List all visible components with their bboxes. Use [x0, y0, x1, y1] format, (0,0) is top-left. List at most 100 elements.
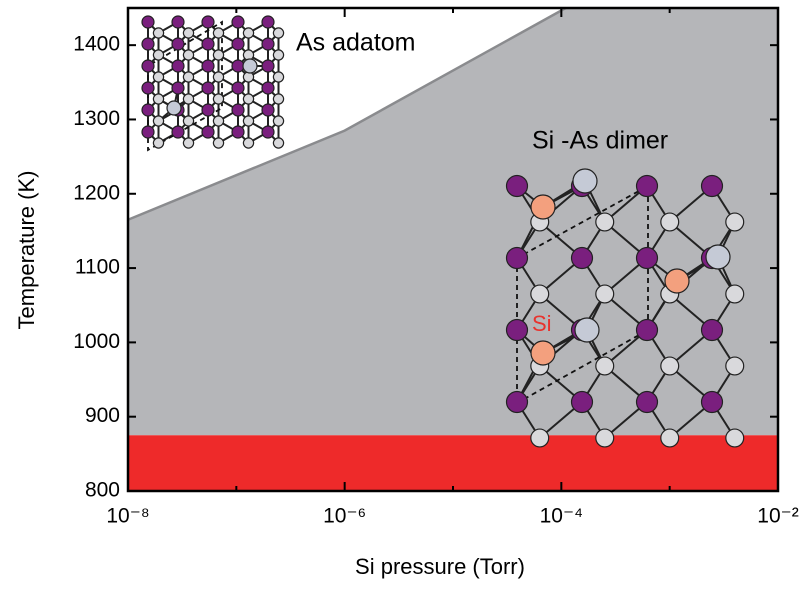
atom: [172, 82, 184, 94]
atom: [531, 285, 549, 303]
atom: [706, 245, 730, 269]
x-axis-label: Si pressure (Torr): [355, 554, 525, 579]
atom: [172, 16, 184, 28]
y-tick-label: 900: [85, 404, 120, 427]
annotation: Si -As dimer: [532, 127, 668, 155]
atom: [172, 126, 184, 138]
atom: [172, 38, 184, 50]
atom: [243, 94, 253, 104]
atom: [142, 16, 154, 28]
atom: [153, 138, 163, 148]
atom: [243, 116, 253, 126]
atom: [262, 60, 274, 72]
atom: [702, 320, 723, 341]
atom: [661, 429, 679, 447]
x-tick-label: 10⁻⁸: [106, 505, 149, 528]
atom: [573, 169, 597, 193]
atom: [232, 38, 244, 50]
atom: [243, 28, 253, 38]
y-axis-label: Temperature (K): [14, 171, 39, 330]
atom: [273, 72, 283, 82]
atom: [202, 38, 214, 50]
atom: [273, 50, 283, 60]
y-tick-label: 1300: [73, 107, 120, 130]
atom: [507, 248, 528, 269]
atom: [531, 429, 549, 447]
atom: [637, 392, 658, 413]
atom: [142, 60, 154, 72]
atom: [243, 138, 253, 148]
y-tick-label: 1200: [73, 181, 120, 204]
y-tick-label: 800: [85, 479, 120, 502]
atom: [142, 104, 154, 116]
atom: [637, 176, 658, 197]
atom: [596, 285, 614, 303]
atom: [273, 28, 283, 38]
atom: [142, 126, 154, 138]
atom: [665, 269, 689, 293]
annotation: As adatom: [296, 29, 416, 57]
atom: [232, 126, 244, 138]
atom: [702, 392, 723, 413]
atom: [507, 176, 528, 197]
atom: [213, 94, 223, 104]
atom: [213, 28, 223, 38]
atom: [262, 126, 274, 138]
atom: [661, 213, 679, 231]
atom: [596, 357, 614, 375]
x-tick-label: 10⁻⁴: [540, 505, 583, 528]
y-tick-label: 1400: [73, 33, 120, 56]
atom: [243, 59, 257, 73]
y-tick-label: 1000: [73, 330, 120, 353]
atom: [273, 138, 283, 148]
atom: [575, 318, 599, 342]
atom: [572, 248, 593, 269]
atom: [172, 60, 184, 72]
atom: [661, 357, 679, 375]
atom: [232, 60, 244, 72]
atom: [213, 116, 223, 126]
atom: [183, 28, 193, 38]
atom: [273, 94, 283, 104]
atom: [142, 82, 154, 94]
atom: [726, 213, 744, 231]
chart: As adatom Si -As dimer Si Si pressure (T…: [0, 0, 809, 589]
atom: [262, 38, 274, 50]
atom: [262, 104, 274, 116]
atom: [273, 116, 283, 126]
atom: [183, 116, 193, 126]
atom: [202, 60, 214, 72]
atom: [202, 82, 214, 94]
atom: [183, 94, 193, 104]
atom: [702, 176, 723, 197]
x-tick-label: 10⁻⁶: [323, 505, 366, 528]
atom: [232, 104, 244, 116]
atom: [213, 138, 223, 148]
atom: [232, 16, 244, 28]
atom: [183, 138, 193, 148]
atom: [507, 392, 528, 413]
atom: [202, 104, 214, 116]
atom: [183, 72, 193, 82]
atom: [637, 248, 658, 269]
atom: [531, 195, 555, 219]
atom: [213, 72, 223, 82]
atom: [507, 320, 528, 341]
atom: [232, 82, 244, 94]
atom: [726, 285, 744, 303]
atom: [572, 392, 593, 413]
atom: [202, 16, 214, 28]
atom: [142, 38, 154, 50]
atom: [167, 101, 181, 115]
atom: [153, 50, 163, 60]
band: [128, 435, 778, 491]
atom: [531, 341, 555, 365]
atom: [726, 429, 744, 447]
atom: [637, 320, 658, 341]
annotation: Si: [532, 311, 552, 336]
atom: [726, 357, 744, 375]
atom: [596, 429, 614, 447]
atom: [596, 213, 614, 231]
atom: [153, 94, 163, 104]
atom: [262, 16, 274, 28]
